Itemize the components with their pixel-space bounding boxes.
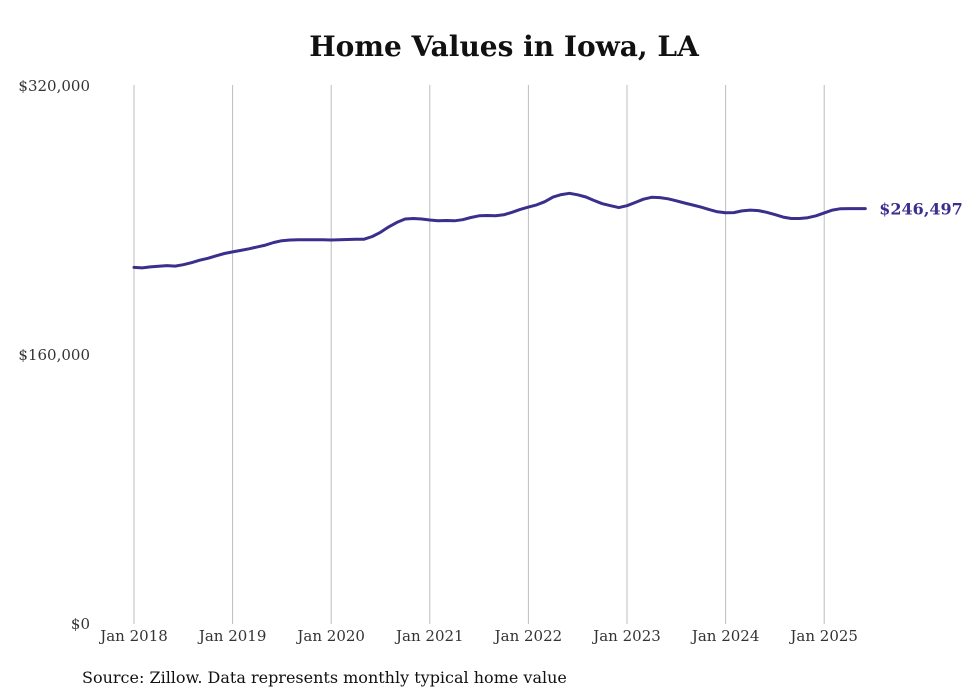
source-note: Source: Zillow. Data represents monthly …	[82, 668, 567, 687]
x-axis-ticks: Jan 2018 Jan 2019 Jan 2020 Jan 2021 Jan 2022…	[98, 627, 858, 645]
x-tick-label: Jan 2023	[591, 627, 661, 645]
y-tick-label: $0	[71, 615, 90, 633]
x-tick-label: Jan 2025	[788, 627, 858, 645]
series-layer: $246,497	[132, 191, 963, 270]
series-line	[132, 191, 867, 270]
x-tick-label: Jan 2024	[690, 627, 760, 645]
x-tick-label: Jan 2020	[295, 627, 365, 645]
x-gridlines	[133, 85, 825, 624]
y-axis-ticks: $0 $160,000 $320,000	[18, 77, 90, 633]
x-tick-label: Jan 2021	[394, 627, 464, 645]
y-tick-label: $320,000	[18, 77, 90, 95]
end-value-label: $246,497	[879, 200, 963, 219]
x-tick-label: Jan 2022	[493, 627, 563, 645]
x-tick-label: Jan 2018	[98, 627, 168, 645]
y-tick-label: $160,000	[18, 346, 90, 364]
x-tick-label: Jan 2019	[197, 627, 267, 645]
chart-title: Home Values in Iowa, LA	[309, 30, 699, 63]
